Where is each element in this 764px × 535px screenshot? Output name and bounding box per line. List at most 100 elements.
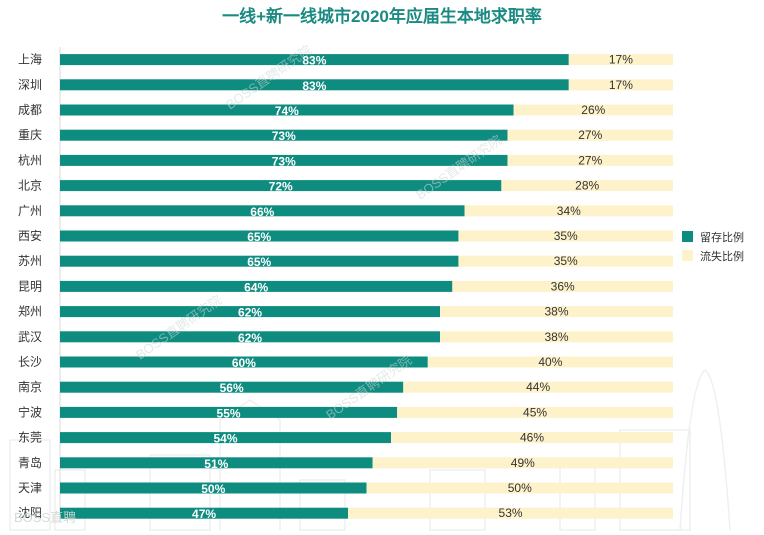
data-label-outflow: 53% xyxy=(499,506,523,520)
bar-retention xyxy=(60,255,459,267)
data-label-retention: 56% xyxy=(220,381,244,395)
bar-retention xyxy=(60,356,428,368)
bar-row-14: 宁波 55% 45% xyxy=(18,404,673,420)
category-label: 宁波 xyxy=(18,404,42,419)
data-label-retention: 73% xyxy=(272,154,296,168)
background-illustration xyxy=(9,369,731,531)
bar-row-2: 成都 74% 26% xyxy=(18,103,673,118)
data-label-retention: 54% xyxy=(213,432,237,446)
bar-row-9: 昆明 64% 36% xyxy=(18,279,673,294)
data-label-outflow: 50% xyxy=(508,481,532,495)
data-label-retention: 62% xyxy=(238,306,262,320)
category-label: 重庆 xyxy=(18,128,42,142)
bar-retention xyxy=(60,331,441,343)
category-label: 东莞 xyxy=(18,431,42,445)
bg-building-1 xyxy=(54,469,86,531)
bar-outflow xyxy=(458,230,673,242)
data-label-retention: 65% xyxy=(247,230,271,244)
footer-watermark: BOSS直聘 xyxy=(14,510,76,525)
bar-outflow xyxy=(391,432,673,444)
data-label-outflow: 44% xyxy=(526,380,550,394)
bar-row-8: 苏州 65% 35% xyxy=(18,254,673,269)
category-label: 成都 xyxy=(18,103,42,117)
data-label-outflow: 36% xyxy=(551,279,575,293)
category-label: 苏州 xyxy=(18,254,42,268)
bar-row-13: 南京 56% 44% xyxy=(18,379,673,395)
bar-row-16: 青岛 51% 49% xyxy=(18,455,673,471)
bar-retention xyxy=(60,381,404,393)
bar-row-7: 西安 65% 35% xyxy=(18,228,673,244)
bar-row-10: 郑州 62% 38% xyxy=(18,304,673,320)
data-label-retention: 64% xyxy=(244,280,268,294)
bar-retention xyxy=(60,180,502,192)
bar-row-12: 长沙 60% 40% xyxy=(18,355,673,370)
bar-retention xyxy=(60,457,373,469)
bar-row-18: 沈阳 47% 53% xyxy=(18,505,673,521)
category-label: 昆明 xyxy=(18,279,42,293)
data-label-retention: 62% xyxy=(238,331,262,345)
bar-retention xyxy=(60,280,453,292)
data-label-retention: 60% xyxy=(232,356,256,370)
bg-building-3 xyxy=(299,479,346,531)
category-label: 深圳 xyxy=(18,78,42,92)
data-label-outflow: 45% xyxy=(523,405,547,419)
data-label-outflow: 38% xyxy=(545,305,569,319)
legend-entry-0: 留存比例 xyxy=(700,230,744,244)
bars: 上海 83% 17% 深圳 83% 17% 成都 74% 26% 重庆 73% 27% 杭州 73% 27%… xyxy=(18,52,673,521)
bar-row-6: 广州 66% 34% xyxy=(18,204,673,219)
legend-swatch-1 xyxy=(682,250,693,261)
data-label-retention: 50% xyxy=(201,482,225,496)
data-label-retention: 55% xyxy=(217,406,241,420)
data-label-outflow: 35% xyxy=(554,254,578,268)
bar-outflow xyxy=(507,154,673,166)
bar-row-11: 武汉 62% 38% xyxy=(18,330,673,345)
bar-outflow xyxy=(403,381,673,393)
data-label-outflow: 17% xyxy=(609,78,633,92)
data-label-outflow: 35% xyxy=(554,229,578,243)
bar-outflow xyxy=(427,356,673,368)
data-label-retention: 83% xyxy=(302,54,326,68)
bar-retention xyxy=(60,230,459,242)
bar-outflow xyxy=(452,280,673,292)
bar-row-15: 东莞 54% 46% xyxy=(18,431,673,446)
bar-outflow xyxy=(397,406,673,418)
bar-retention xyxy=(60,54,569,66)
bar-retention xyxy=(60,205,465,217)
bar-outflow xyxy=(440,306,673,318)
data-label-outflow: 17% xyxy=(609,53,633,67)
category-label: 杭州 xyxy=(18,152,42,167)
bar-row-17: 天津 50% 50% xyxy=(18,481,673,496)
data-label-retention: 47% xyxy=(192,507,216,521)
bar-outflow xyxy=(348,507,673,519)
category-label: 郑州 xyxy=(18,304,42,319)
category-label: 广州 xyxy=(18,204,42,218)
category-label: 上海 xyxy=(18,52,42,67)
bar-retention xyxy=(60,482,367,494)
bg-tower xyxy=(679,369,731,531)
data-label-outflow: 46% xyxy=(520,431,544,445)
bg-building-0 xyxy=(9,439,51,531)
data-label-outflow: 27% xyxy=(578,153,602,167)
data-label-outflow: 34% xyxy=(557,204,581,218)
data-label-retention: 73% xyxy=(272,129,296,143)
chart-title: 一线+新一线城市2020年应届生本地求职率 xyxy=(222,6,542,26)
bar-retention xyxy=(60,79,569,91)
bar-outflow xyxy=(568,79,673,91)
bar-retention xyxy=(60,432,392,444)
bar-outflow xyxy=(440,331,673,343)
category-label: 长沙 xyxy=(18,355,42,369)
bg-building-6 xyxy=(619,429,691,531)
category-label: 天津 xyxy=(18,481,42,495)
bg-building-4 xyxy=(429,469,486,531)
category-label: 北京 xyxy=(18,179,42,193)
bar-outflow xyxy=(568,54,673,66)
bar-row-1: 深圳 83% 17% xyxy=(18,78,673,93)
watermark-text-0: BOSS直聘研究院 xyxy=(223,42,314,112)
data-label-retention: 65% xyxy=(247,255,271,269)
data-label-outflow: 28% xyxy=(575,179,599,193)
bar-row-4: 杭州 73% 27% xyxy=(18,152,673,168)
data-label-retention: 83% xyxy=(302,79,326,93)
bar-retention xyxy=(60,154,508,166)
